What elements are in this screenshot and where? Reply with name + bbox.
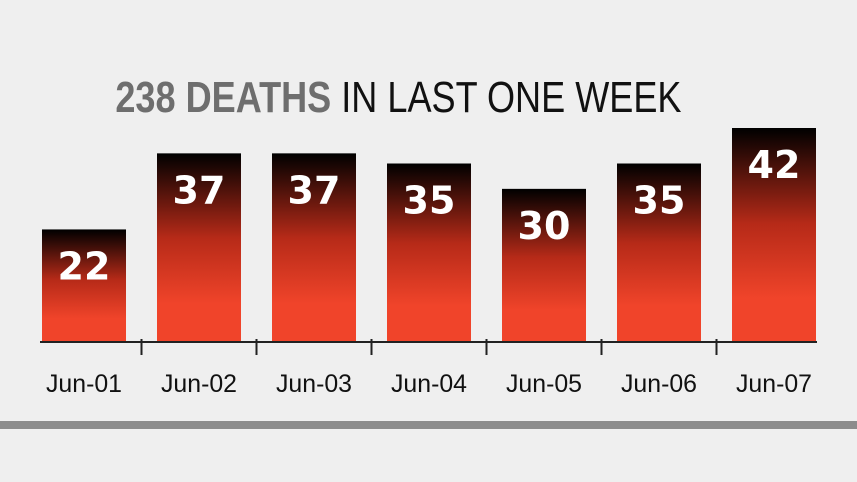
x-tick-label: Jun-01 (46, 370, 122, 398)
chart-title: 238 DEATHS IN LAST ONE WEEK (72, 72, 726, 124)
x-tick-label: Jun-06 (621, 370, 697, 398)
x-tick-label: Jun-07 (736, 370, 812, 398)
title-highlight: 238 DEATHS (115, 73, 332, 122)
x-tick-label: Jun-03 (276, 370, 352, 398)
x-tick-label: Jun-04 (391, 370, 467, 398)
bar-jun-07 (732, 128, 816, 341)
bar-jun-06 (617, 163, 701, 341)
bar-value-label: 22 (58, 244, 111, 288)
x-axis (40, 339, 817, 355)
bottom-rule (0, 421, 857, 429)
bar-jun-02 (157, 153, 241, 341)
x-tick-label: Jun-05 (506, 370, 582, 398)
bar-jun-03 (272, 153, 356, 341)
bar-jun-04 (387, 163, 471, 341)
labels-layer: 22 Jun-01 37 Jun-02 37 Jun-03 35 Jun-04 30 Jun-05… (46, 143, 812, 398)
bar-value-label: 30 (518, 204, 571, 248)
bars-layer (42, 128, 816, 341)
bar-jun-05 (502, 188, 586, 341)
bar-value-label: 37 (288, 168, 341, 212)
title-rest: IN LAST ONE WEEK (341, 73, 682, 122)
bar-value-label: 42 (748, 143, 801, 187)
bar-chart: 22 Jun-01 37 Jun-02 37 Jun-03 35 Jun-04 30 Jun-05… (40, 128, 817, 398)
bar-value-label: 35 (403, 179, 456, 223)
bar-value-label: 37 (173, 168, 226, 212)
bar-value-label: 35 (633, 179, 686, 223)
bar-jun-01 (42, 229, 126, 341)
x-tick-label: Jun-02 (161, 370, 237, 398)
